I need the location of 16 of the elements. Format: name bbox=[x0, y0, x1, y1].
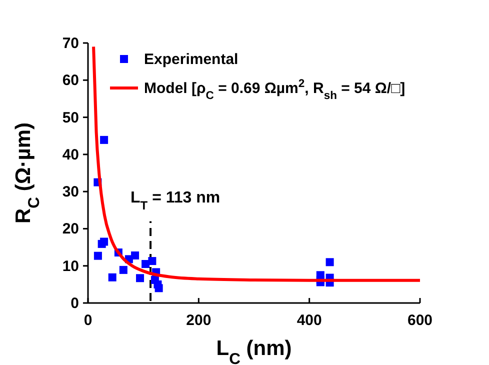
legend-label: Model [ρ$_{C}$ = 0.69 Ωµm$^{2}$, R$_{sh}$ = 54 Ω/□] bbox=[144, 78, 406, 102]
ref-line-label: L$_{T}$ = 113 nm bbox=[130, 190, 220, 213]
x-tick-label: 200 bbox=[186, 312, 212, 329]
x-axis-title: L$_{C}$ (nm) bbox=[216, 337, 292, 365]
legend-label: Experimental bbox=[144, 51, 238, 68]
y-tick-label: 50 bbox=[62, 109, 79, 126]
y-tick-label: 30 bbox=[62, 184, 79, 201]
y-tick-label: 10 bbox=[62, 258, 79, 275]
y-tick-label: 20 bbox=[62, 220, 79, 238]
x-tick-label: 600 bbox=[407, 312, 433, 329]
y-tick-label: 60 bbox=[62, 72, 79, 90]
y-tick-label: 0 bbox=[70, 295, 79, 312]
y-tick-label: 70 bbox=[62, 35, 79, 52]
x-tick-label: 400 bbox=[296, 312, 322, 329]
x-tick-label: 0 bbox=[84, 312, 92, 329]
y-tick-label: 40 bbox=[62, 146, 79, 164]
